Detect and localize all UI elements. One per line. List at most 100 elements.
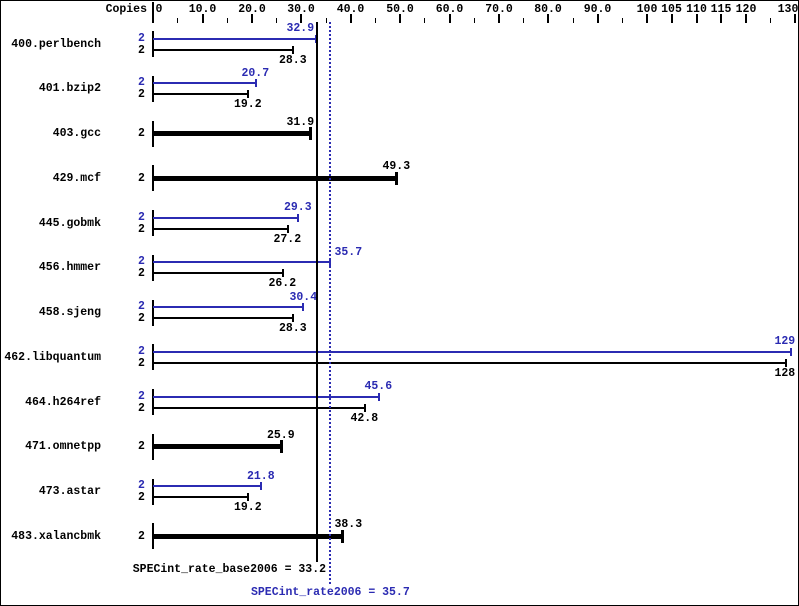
base-bar (153, 496, 248, 498)
copies-column-header: Copies (105, 3, 147, 16)
benchmark-label: 429.mcf (52, 171, 101, 185)
peak-value-label: 129 (774, 335, 796, 348)
base-value-label: 38.3 (334, 518, 363, 531)
base-copies-value: 2 (138, 222, 145, 236)
peak-copies-value: 2 (138, 255, 145, 268)
base-bar (153, 131, 311, 136)
base-bar (153, 533, 342, 539)
base-value-label: 26.2 (268, 277, 297, 290)
axis-minor-tick (572, 18, 574, 23)
benchmark-label: 456.hmmer (38, 261, 101, 274)
benchmark-label: 462.libquantum (4, 350, 101, 364)
axis-tick-label: 105 (661, 3, 682, 16)
base-value-label: 31.9 (286, 115, 315, 129)
peak-value-label: 21.8 (247, 469, 275, 483)
base-copies-value: 2 (138, 267, 145, 280)
axis-major-tick (695, 14, 698, 23)
base-bar-end-cap (363, 403, 366, 412)
base-bar (153, 227, 288, 230)
axis-major-tick (646, 14, 648, 23)
peak-value-label: 30.4 (289, 290, 318, 304)
peak-bar (153, 350, 791, 353)
row-baseline (151, 389, 154, 415)
axis-tick-label: 70.0 (485, 3, 513, 16)
benchmark-label: 400.perlbench (11, 37, 101, 51)
axis-minor-tick (473, 18, 475, 23)
base-value-label: 42.8 (350, 411, 379, 425)
base-copies-value: 2 (138, 356, 145, 370)
base-copies-value: 2 (138, 312, 145, 325)
row-baseline (151, 478, 154, 505)
base-value-label: 49.3 (382, 160, 411, 173)
peak-bar-end-cap (259, 482, 262, 490)
axis-tick-label: 40.0 (336, 3, 365, 16)
axis-major-tick (201, 14, 204, 23)
base-copies-value: 2 (138, 401, 145, 415)
axis-tick-label: 90.0 (583, 3, 612, 16)
axis-major-tick (745, 14, 747, 23)
axis-tick-label: 10.0 (188, 3, 217, 16)
axis-minor-tick (276, 18, 277, 23)
base-bar-end-cap (784, 358, 787, 367)
peak-bar-end-cap (377, 392, 380, 401)
base-bar (153, 317, 293, 319)
axis-major-tick (794, 14, 796, 23)
peak-bar-end-cap (296, 213, 299, 222)
peak-bar (153, 306, 303, 308)
benchmark-label: 401.bzip2 (38, 82, 101, 95)
base-copies-value: 2 (138, 529, 145, 543)
axis-major-tick (670, 14, 673, 23)
peak-value-label: 29.3 (284, 201, 312, 214)
base-value-label: 27.2 (273, 232, 302, 246)
peak-copies-value: 2 (138, 76, 145, 89)
axis-tick-label: 130 (777, 3, 799, 16)
axis-major-tick (498, 14, 500, 23)
peak-value-label: 20.7 (241, 66, 270, 80)
base-bar (153, 444, 281, 449)
row-baseline (151, 523, 154, 549)
axis-tick-label: 115 (710, 3, 732, 16)
benchmark-label: 464.h264ref (25, 395, 101, 409)
base-bar-end-cap (292, 314, 294, 322)
axis-tick-label: 80.0 (534, 3, 562, 16)
base-bar-end-cap (247, 90, 249, 98)
row-baseline (151, 344, 154, 370)
peak-bar-end-cap (302, 303, 304, 311)
base-copies-value: 2 (138, 171, 145, 185)
axis-tick-label: 50.0 (386, 3, 414, 16)
axis-minor-tick (325, 18, 327, 23)
axis-minor-tick (622, 18, 623, 23)
base-bar-end-cap (281, 269, 284, 277)
base-bar-end-cap (286, 224, 289, 233)
base-bar-end-cap (247, 493, 249, 501)
peak-copies-value: 2 (138, 344, 145, 358)
peak-bar (153, 37, 316, 40)
axis-minor-tick (226, 18, 228, 23)
base-value-label: 28.3 (279, 53, 307, 67)
peak-bar (153, 82, 256, 84)
peak-copies-value: 2 (138, 389, 145, 403)
benchmark-label: 458.sjeng (38, 306, 101, 319)
base-value-label: 25.9 (267, 428, 295, 442)
peak-value-label: 45.6 (364, 380, 393, 393)
peak-value-label: 35.7 (334, 245, 363, 259)
row-baseline (151, 120, 154, 147)
axis-tick-label: 0 (155, 3, 163, 16)
peak-copies-value: 2 (138, 210, 145, 224)
peak-copies-value: 2 (138, 300, 145, 313)
row-baseline (151, 254, 154, 281)
base-bar (153, 361, 786, 364)
base-bar-end-cap (340, 529, 344, 543)
axis-major-tick (251, 14, 253, 23)
benchmark-label: 445.gobmk (38, 216, 101, 230)
axis-major-tick (720, 14, 722, 23)
axis-major-tick (399, 14, 401, 23)
axis-major-tick (547, 14, 549, 23)
base-bar (153, 175, 397, 181)
base-bar (153, 406, 365, 409)
peak-bar (153, 261, 330, 263)
base-bar (153, 48, 293, 51)
peak-bar-end-cap (254, 79, 257, 87)
peak-bar (153, 395, 379, 398)
